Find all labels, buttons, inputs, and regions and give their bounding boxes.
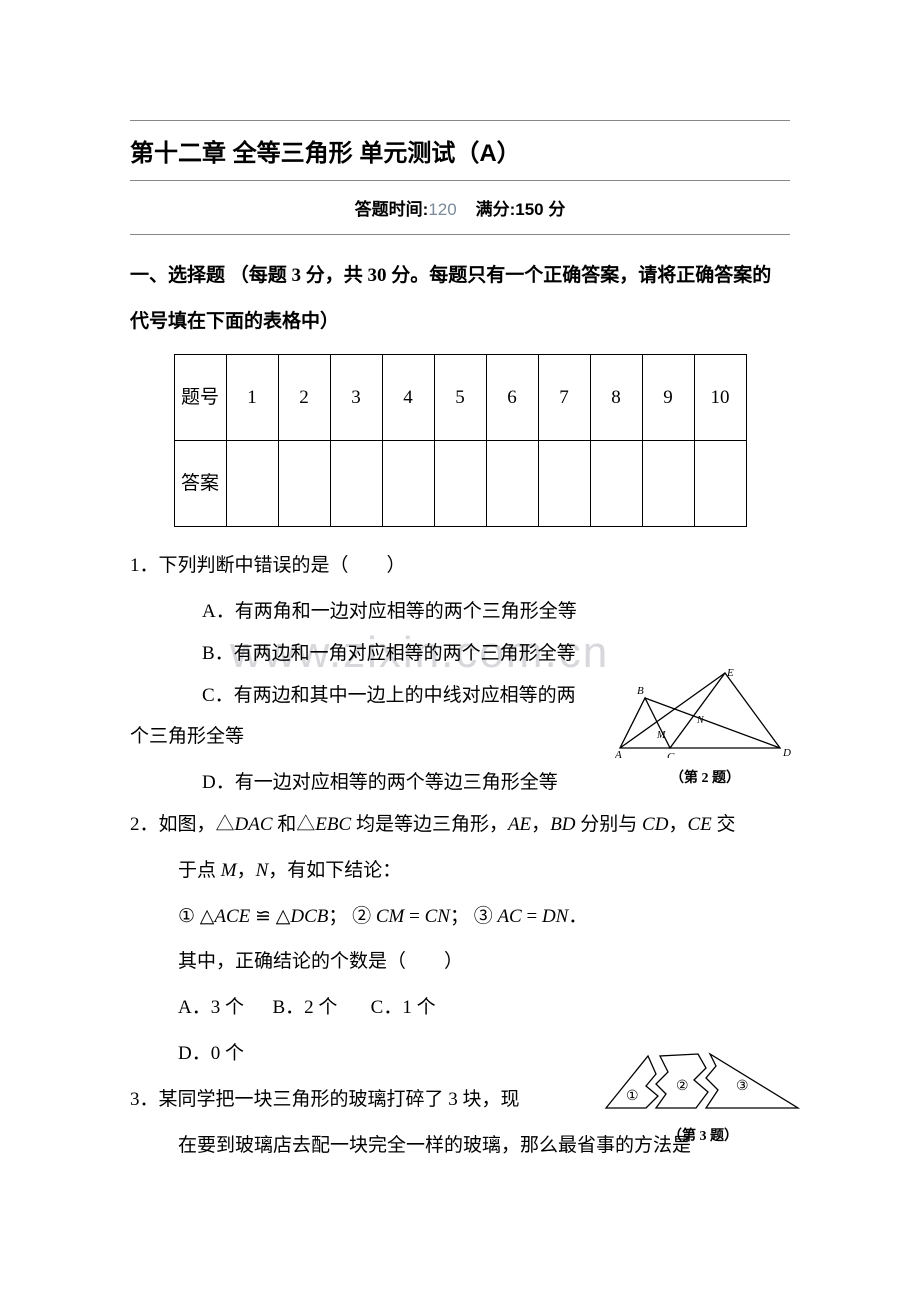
col-4: 4 xyxy=(382,355,434,441)
time-label: 答题时间: xyxy=(355,200,429,219)
ans-cell xyxy=(642,441,694,527)
q2-text: 和△ xyxy=(273,814,316,835)
q2-conditions: ① △ACE ≌ △DCB； ② CM = CN； ③ AC = DN． xyxy=(130,896,790,938)
q2-opt-d: D．0 个 xyxy=(130,1033,790,1075)
q2-ace: ACE xyxy=(214,906,250,927)
q2: 2．如图，△DAC 和△EBC 均是等边三角形，AE，BD 分别与 CD，CE … xyxy=(130,804,790,846)
subtitle: 答题时间:120 满分:150 分 xyxy=(130,187,790,235)
col-7: 7 xyxy=(538,355,590,441)
q2-opt-c: C．1 个 xyxy=(371,997,436,1018)
q2-text: = xyxy=(522,906,542,927)
q1-opt-d: D．有一边对应相等的两个等边三角形全等 xyxy=(130,762,790,804)
col-9: 9 xyxy=(642,355,694,441)
q2-text: ； ③ xyxy=(450,906,498,927)
q3-num: 3． xyxy=(130,1089,159,1110)
q2-text: ， xyxy=(531,814,550,835)
q2-dn: DN xyxy=(542,906,568,927)
q1-num: 1． xyxy=(130,555,159,576)
q2-bd: BD xyxy=(550,814,575,835)
q2-text: ≌ △ xyxy=(250,906,290,927)
ans-cell xyxy=(694,441,746,527)
col-6: 6 xyxy=(486,355,538,441)
q2-cm: CM xyxy=(376,906,405,927)
q1-opt-c2: 个三角形全等 xyxy=(130,716,790,758)
q2-text: 均是等边三角形， xyxy=(351,814,508,835)
q2-ae: AE xyxy=(508,814,531,835)
ans-cell xyxy=(590,441,642,527)
ans-cell xyxy=(226,441,278,527)
score-label: 满分: xyxy=(476,200,516,219)
q2-ask: 其中，正确结论的个数是（ ） xyxy=(130,941,790,983)
q2-dcb: DCB xyxy=(290,906,328,927)
q1-opt-c: C．有两边和其中一边上的中线对应相等的两 xyxy=(130,675,790,717)
q2-dac: DAC xyxy=(235,814,273,835)
q2-text: = xyxy=(404,906,424,927)
ans-cell xyxy=(382,441,434,527)
col-1: 1 xyxy=(226,355,278,441)
score-value: 150 分 xyxy=(515,200,565,219)
q2-cn: CN xyxy=(425,906,450,927)
q1-stem: 下列判断中错误的是（ ） xyxy=(159,555,406,576)
q2-ebc: EBC xyxy=(315,814,351,835)
col-2: 2 xyxy=(278,355,330,441)
q1-opt-a: A．有两角和一边对应相等的两个三角形全等 xyxy=(130,591,790,633)
ans-cell xyxy=(434,441,486,527)
q2-n: N xyxy=(256,860,269,881)
q2-cd: CD xyxy=(642,814,668,835)
col-10: 10 xyxy=(694,355,746,441)
q2-opt-b: B．2 个 xyxy=(272,997,337,1018)
row-label-answer: 答案 xyxy=(174,441,226,527)
title-bar: 第十二章 全等三角形 单元测试（A） xyxy=(130,120,790,181)
q2-text: 分别与 xyxy=(576,814,643,835)
answer-table: 题号 1 2 3 4 5 6 7 8 9 10 答案 xyxy=(174,354,747,527)
q2-opt-a: A．3 个 xyxy=(178,997,244,1018)
q2-text: 如图，△ xyxy=(159,814,235,835)
q2-line2: 于点 M，N，有如下结论： xyxy=(130,850,790,892)
q2-text: ． xyxy=(568,906,587,927)
row-label-qnum: 题号 xyxy=(174,355,226,441)
q2-text: ，有如下结论： xyxy=(268,860,401,881)
q2-text: 交 xyxy=(712,814,736,835)
q2-text: ； ② xyxy=(328,906,376,927)
q3-stem1: 某同学把一块三角形的玻璃打碎了 3 块，现 xyxy=(159,1089,520,1110)
table-answer-row: 答案 xyxy=(174,441,746,527)
col-5: 5 xyxy=(434,355,486,441)
col-3: 3 xyxy=(330,355,382,441)
q2-text: ， xyxy=(237,860,256,881)
table-header-row: 题号 1 2 3 4 5 6 7 8 9 10 xyxy=(174,355,746,441)
ans-cell xyxy=(486,441,538,527)
time-value: 120 xyxy=(428,200,456,219)
ans-cell xyxy=(330,441,382,527)
chapter-title: 第十二章 全等三角形 单元测试（A） xyxy=(130,133,790,168)
q2-text: 于点 xyxy=(178,860,221,881)
q2-num: 2． xyxy=(130,814,159,835)
ans-cell xyxy=(538,441,590,527)
q2-text: ， xyxy=(668,814,687,835)
q1: 1．下列判断中错误的是（ ） xyxy=(130,545,790,587)
q2-text: ① △ xyxy=(178,906,214,927)
col-8: 8 xyxy=(590,355,642,441)
ans-cell xyxy=(278,441,330,527)
q2-ce: CE xyxy=(687,814,711,835)
q1-opt-b: B．有两边和一角对应相等的两个三角形全等 xyxy=(130,633,790,675)
q3: 3．某同学把一块三角形的玻璃打碎了 3 块，现 xyxy=(130,1079,790,1121)
q2-opts: A．3 个 B．2 个 C．1 个 xyxy=(130,987,790,1029)
q2-m: M xyxy=(221,860,237,881)
q2-ac: AC xyxy=(497,906,521,927)
q3-stem2: 在要到玻璃店去配一块完全一样的玻璃，那么最省事的方法是 xyxy=(130,1125,790,1167)
section1-heading: 一、选择题 （每题 3 分，共 30 分。每题只有一个正确答案，请将正确答案的代… xyxy=(130,253,790,344)
